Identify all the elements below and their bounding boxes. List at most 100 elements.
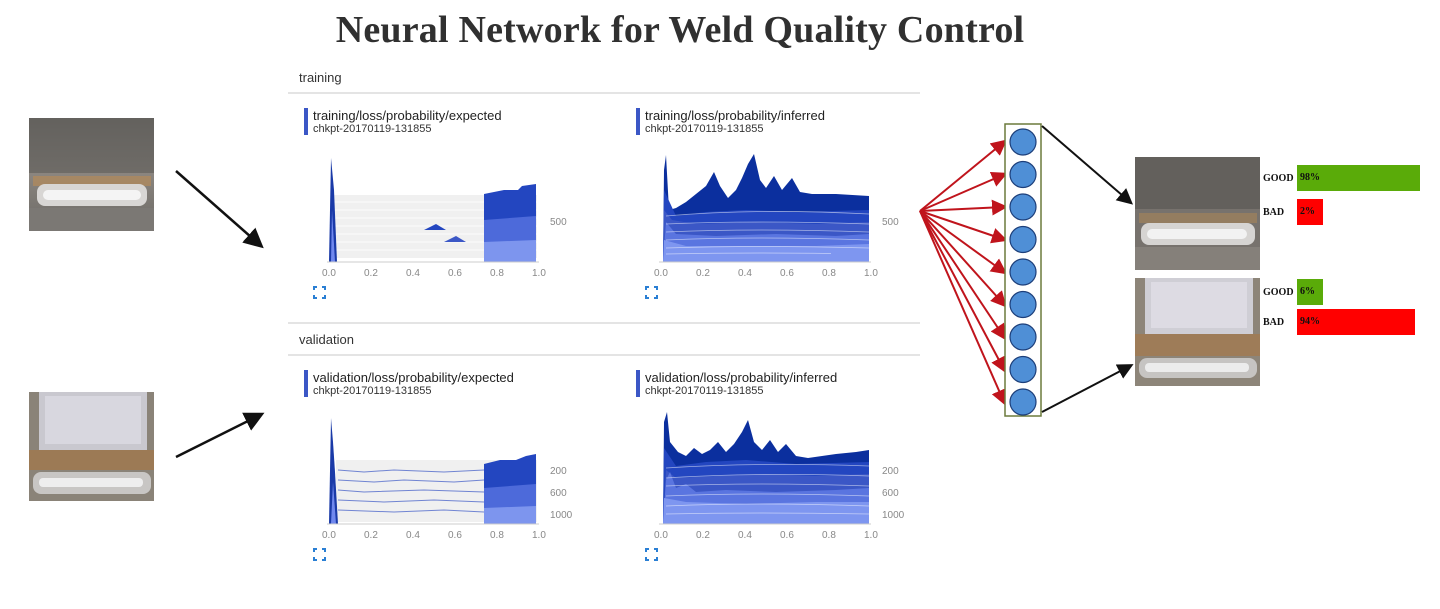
x-tick-label: 0.4 <box>738 268 752 279</box>
network-node <box>1009 225 1037 254</box>
arrow-to-training <box>175 170 264 249</box>
connection-arrow <box>919 210 1006 374</box>
expand-icon[interactable] <box>313 286 326 299</box>
x-tick-label: 0.8 <box>822 530 836 541</box>
network-node <box>1009 388 1037 416</box>
good-label: GOOD <box>1263 173 1294 184</box>
card-title: validation/loss/probability/inferred <box>645 370 838 385</box>
output-weld-photo-2 <box>1135 278 1260 386</box>
chart-card-validation-inferred: validation/loss/probability/inferred chk… <box>636 370 936 561</box>
good-probability-bar: 98% <box>1297 165 1420 191</box>
card-title: validation/loss/probability/expected <box>313 370 514 385</box>
expand-icon[interactable] <box>313 548 326 561</box>
network-node <box>1009 193 1037 221</box>
connection-arrow <box>919 210 1007 341</box>
main-title: Neural Network for Weld Quality Control <box>335 9 1025 51</box>
x-tick-label: 0.4 <box>406 268 420 279</box>
section-divider <box>288 354 920 356</box>
arrow-to-result-2 <box>1041 364 1134 413</box>
card-checkpoint: chkpt-20170119-131855 <box>645 385 764 397</box>
section-label: training <box>299 70 342 85</box>
bad-label: BAD <box>1263 207 1285 218</box>
section-header-training[interactable]: training <box>288 62 920 93</box>
card-title: training/loss/probability/expected <box>313 108 502 123</box>
bad-probability-value: 94% <box>1300 316 1320 327</box>
card-accent-bar <box>636 370 640 397</box>
y-tick-label: 500 <box>882 217 899 228</box>
connection-arrow <box>919 210 1008 275</box>
x-tick-label: 0.2 <box>696 268 710 279</box>
x-tick-label: 0.8 <box>490 530 504 541</box>
y-tick-label: 1000 <box>882 510 905 521</box>
input-weld-photo-1 <box>29 118 154 231</box>
y-tick-label: 600 <box>882 488 899 499</box>
good-probability-value: 98% <box>1300 172 1320 183</box>
network-node <box>1009 160 1037 189</box>
x-tick-label: 0.4 <box>738 530 752 541</box>
section-divider <box>288 322 920 324</box>
good-probability-value: 6% <box>1300 286 1315 297</box>
x-tick-label: 1.0 <box>532 268 546 279</box>
histogram-chart <box>327 158 539 263</box>
good-probability-bar: 6% <box>1297 279 1323 305</box>
network-diagram <box>919 123 1134 417</box>
x-tick-label: 0.2 <box>696 530 710 541</box>
card-checkpoint: chkpt-20170119-131855 <box>313 385 432 397</box>
bad-probability-bar: 2% <box>1297 199 1323 225</box>
input-arrows <box>175 170 265 459</box>
x-tick-label: 0.6 <box>448 268 462 279</box>
x-axis: 0.0 0.2 0.4 0.6 0.8 1.0 <box>322 530 552 542</box>
connection-arrow <box>919 171 1008 212</box>
x-tick-label: 0.6 <box>780 530 794 541</box>
x-axis: 0.0 0.2 0.4 0.6 0.8 1.0 <box>654 268 884 280</box>
arrow-to-result-1 <box>1041 125 1134 205</box>
y-tick-label: 200 <box>550 466 567 477</box>
x-tick-label: 0.6 <box>448 530 462 541</box>
card-title: training/loss/probability/inferred <box>645 108 825 123</box>
x-tick-label: 0.2 <box>364 268 378 279</box>
expand-icon[interactable] <box>645 286 658 299</box>
bad-probability-value: 2% <box>1300 206 1315 217</box>
input-connections <box>919 139 1008 406</box>
card-checkpoint: chkpt-20170119-131855 <box>313 123 432 135</box>
network-nodes <box>1009 128 1037 416</box>
section-divider <box>288 92 920 94</box>
chart-card-validation-expected: validation/loss/probability/expected chk… <box>304 370 604 561</box>
network-node <box>1009 355 1037 384</box>
y-tick-label: 600 <box>550 488 567 499</box>
card-accent-bar <box>304 370 308 397</box>
x-tick-label: 1.0 <box>864 530 878 541</box>
x-tick-label: 0.0 <box>322 530 336 541</box>
card-accent-bar <box>636 108 640 135</box>
x-tick-label: 0.0 <box>654 530 668 541</box>
x-tick-label: 1.0 <box>532 530 546 541</box>
network-node <box>1009 290 1037 319</box>
x-tick-label: 0.0 <box>654 268 668 279</box>
connection-arrow <box>919 199 1008 216</box>
output-weld-photo-1 <box>1135 157 1260 270</box>
section-label: validation <box>299 332 354 347</box>
y-tick-label: 200 <box>882 466 899 477</box>
x-tick-label: 0.8 <box>490 268 504 279</box>
card-checkpoint: chkpt-20170119-131855 <box>645 123 764 135</box>
card-accent-bar <box>304 108 308 135</box>
arrow-to-validation <box>175 412 265 459</box>
x-tick-label: 0.6 <box>780 268 794 279</box>
x-tick-label: 0.4 <box>406 530 420 541</box>
good-label: GOOD <box>1263 287 1294 298</box>
y-tick-label: 1000 <box>550 510 573 521</box>
chart-card-training-inferred: training/loss/probability/inferred chkpt… <box>636 108 936 299</box>
bad-label: BAD <box>1263 317 1285 328</box>
chart-card-training-expected: training/loss/probability/expected chkpt… <box>304 108 604 299</box>
connection-arrow <box>919 139 1008 212</box>
tensorboard-panel: training training/loss/probability/expec… <box>288 62 920 572</box>
y-tick-label: 500 <box>550 217 567 228</box>
network-node <box>1009 258 1037 286</box>
x-tick-label: 0.0 <box>322 268 336 279</box>
input-weld-photo-2 <box>29 392 154 501</box>
x-tick-label: 0.2 <box>364 530 378 541</box>
section-header-validation[interactable]: validation <box>288 324 920 355</box>
expand-icon[interactable] <box>645 548 658 561</box>
bad-probability-bar: 94% <box>1297 309 1415 335</box>
x-tick-label: 1.0 <box>864 268 878 279</box>
